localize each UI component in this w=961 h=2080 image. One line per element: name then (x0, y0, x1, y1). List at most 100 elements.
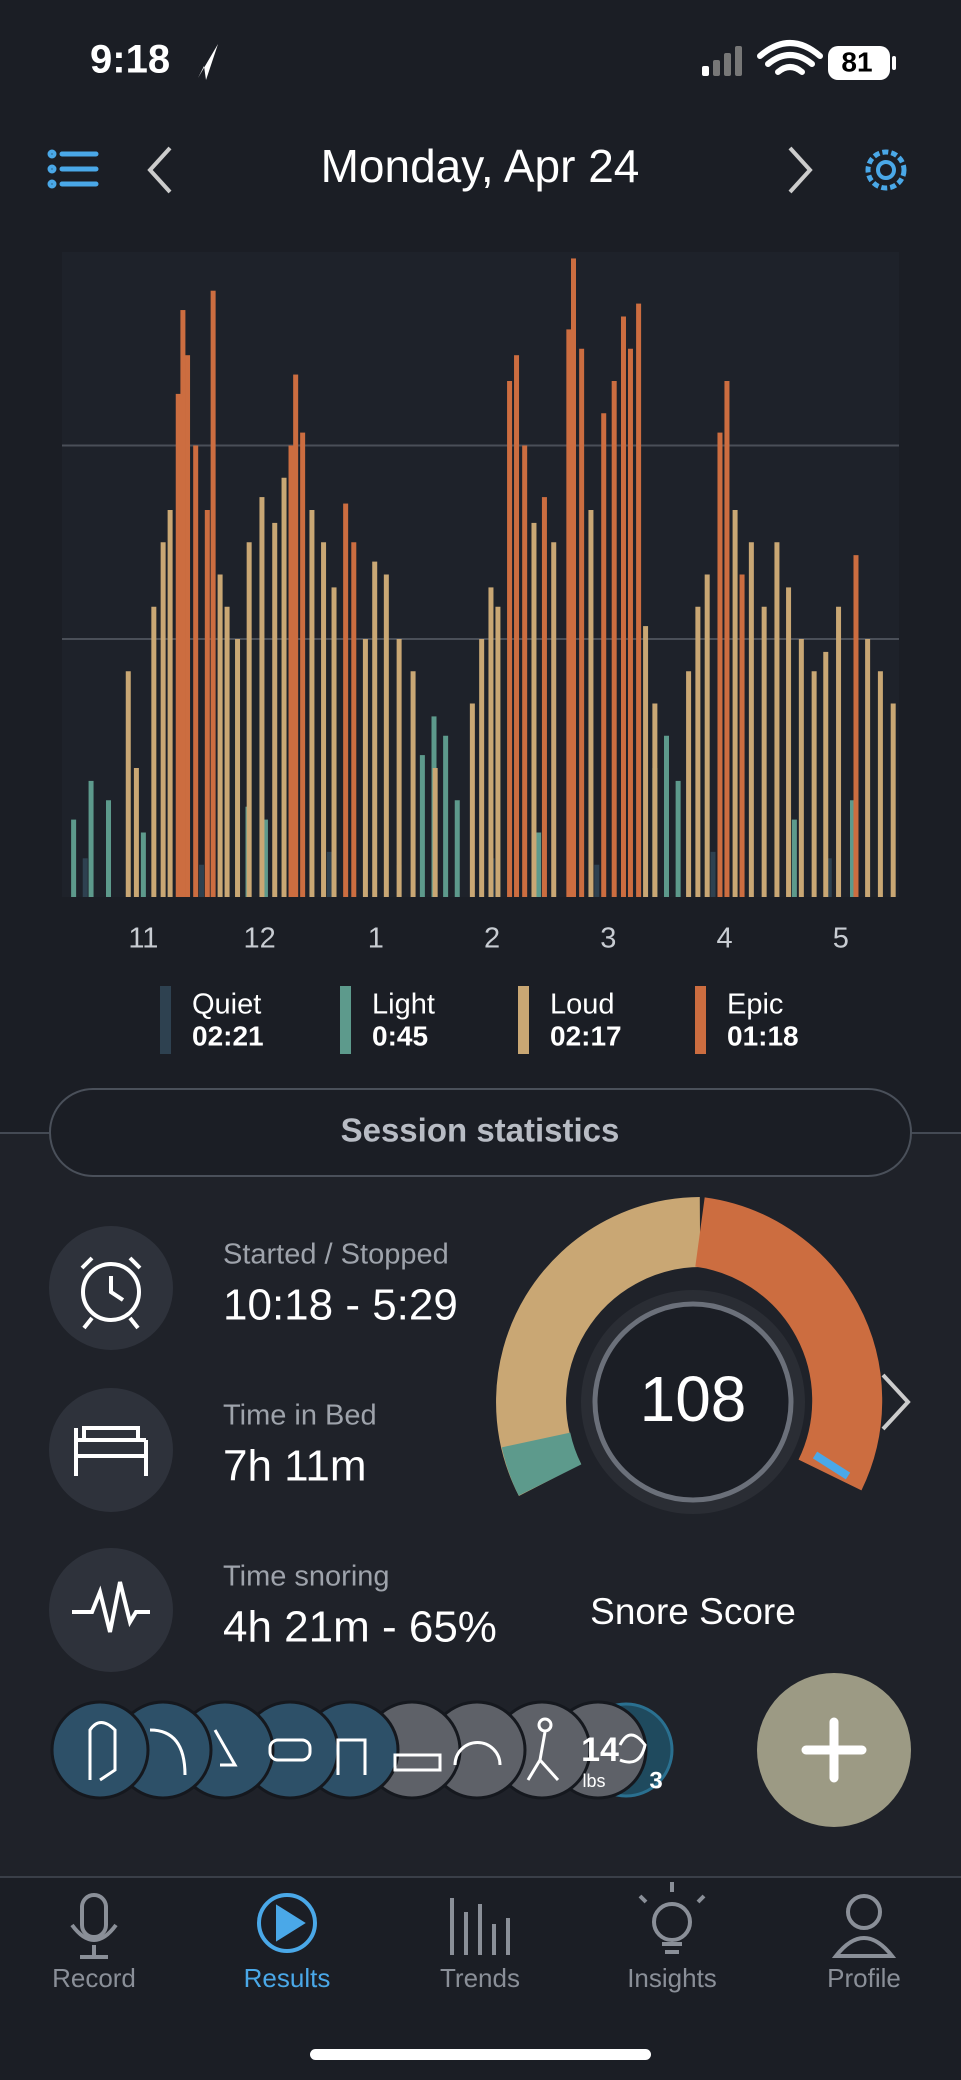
bar (541, 497, 547, 897)
tab-label[interactable]: Trends (440, 1963, 520, 1993)
legend-name: Loud (550, 989, 615, 1021)
bar (71, 819, 77, 897)
add-button[interactable] (757, 1673, 911, 1827)
bar (774, 542, 780, 897)
legend-total: 02:21 (192, 1020, 264, 1051)
bar (798, 639, 804, 897)
legend-total: 01:18 (727, 1020, 799, 1051)
stat-value: 7h 11m (223, 1442, 367, 1491)
stat-icons (49, 1226, 173, 1672)
bar (88, 780, 94, 897)
legend-swatch (695, 986, 706, 1054)
snore-chart: 11 12 1 2 3 4 5 (62, 258, 899, 955)
battery-icon (828, 46, 890, 80)
x-tick-label: 2 (484, 923, 500, 955)
legend-swatch (340, 986, 351, 1054)
bar (566, 329, 572, 897)
bar (522, 445, 528, 897)
snore-score-gauge[interactable] (496, 1197, 883, 1514)
bar (224, 606, 230, 897)
menu-button[interactable] (47, 149, 99, 189)
tab-label[interactable]: Record (52, 1963, 136, 1993)
session-statistics-title: Session statistics (341, 1112, 620, 1149)
bar (383, 574, 389, 897)
bar (410, 671, 416, 897)
previous-day[interactable] (147, 146, 172, 194)
home-indicator (310, 2049, 651, 2060)
stat-value: 4h 21m - 65% (223, 1603, 497, 1652)
bar (877, 671, 883, 897)
bar (594, 864, 600, 897)
bar (246, 542, 252, 897)
bar (739, 574, 745, 897)
stat-label: Started / Stopped (223, 1239, 449, 1271)
bar (836, 606, 842, 897)
bar (536, 832, 542, 897)
remedy-icons[interactable] (50, 1700, 674, 1800)
x-tick-label: 4 (717, 923, 733, 955)
bar (175, 393, 181, 897)
bar (627, 348, 633, 897)
snore-score: 108 (640, 1363, 747, 1435)
tab-label[interactable]: Insights (627, 1963, 717, 1993)
session-statistics-button[interactable] (49, 1088, 912, 1177)
next-day[interactable] (788, 146, 813, 194)
bar (507, 381, 513, 897)
stat-value: 10:18 - 5:29 (223, 1281, 458, 1330)
bar (514, 355, 520, 897)
bar (432, 768, 438, 897)
bar (262, 819, 268, 897)
settings-button[interactable] (865, 149, 907, 191)
bar (125, 671, 131, 897)
bar (106, 800, 111, 897)
x-tick-label: 1 (368, 923, 384, 955)
tabs: Record Results Trends Insights Profile (52, 1963, 901, 1993)
bar (167, 510, 173, 897)
bar (193, 445, 199, 897)
x-tick-label: 5 (833, 923, 849, 955)
bar (288, 445, 294, 897)
remedy-glyphs (88, 1717, 647, 1782)
tab-label[interactable]: Results (244, 1963, 331, 1993)
bar (235, 639, 241, 897)
bar (326, 851, 332, 897)
bar (675, 780, 681, 897)
remedy-count: 3 (649, 1767, 662, 1794)
bar (571, 258, 576, 897)
legend-name: Epic (727, 989, 783, 1021)
bar (865, 639, 871, 897)
clock: 9:18 (90, 38, 170, 82)
bar (823, 651, 829, 897)
bar (643, 626, 649, 897)
bar (652, 703, 658, 897)
bar (160, 542, 166, 897)
snore-score-label: Snore Score (590, 1591, 796, 1632)
bar (180, 310, 186, 897)
bar (185, 355, 191, 897)
legend-total: 0:45 (372, 1020, 428, 1051)
stat-rows: Started / Stopped 10:18 - 5:29 Time in Bed… (223, 1239, 497, 1652)
bar (601, 413, 607, 897)
bar (259, 497, 265, 897)
bar (309, 510, 315, 897)
bar (588, 510, 594, 897)
bar (321, 542, 327, 897)
bar (710, 851, 716, 897)
legend-total: 02:17 (550, 1020, 622, 1051)
bar (488, 587, 494, 897)
bar (454, 800, 460, 897)
weight-value: 14 (581, 1731, 619, 1769)
bar (686, 671, 692, 897)
bar (469, 703, 475, 897)
bar (579, 348, 585, 897)
bar (217, 574, 223, 897)
tab-label[interactable]: Profile (827, 1963, 901, 1993)
bar (748, 542, 754, 897)
score-details[interactable] (881, 1373, 911, 1431)
bar (717, 432, 723, 897)
bar (732, 510, 738, 897)
bar (620, 316, 626, 897)
bar (636, 303, 642, 898)
